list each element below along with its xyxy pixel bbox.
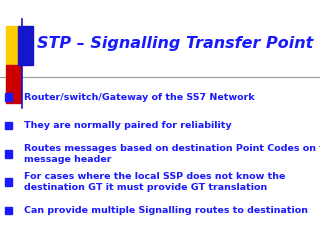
Bar bbox=[6, 26, 21, 65]
Text: Can provide multiple Signalling routes to destination: Can provide multiple Signalling routes t… bbox=[24, 206, 308, 215]
Text: For cases where the local SSP does not know the
destination GT it must provide G: For cases where the local SSP does not k… bbox=[24, 172, 285, 192]
Text: Routes messages based on destination Point Codes on the
message header: Routes messages based on destination Poi… bbox=[24, 144, 320, 164]
Bar bbox=[18, 26, 33, 65]
Bar bbox=[5, 178, 12, 186]
Text: Router/switch/Gateway of the SS7 Network: Router/switch/Gateway of the SS7 Network bbox=[24, 93, 255, 102]
Text: STP – Signalling Transfer Point: STP – Signalling Transfer Point bbox=[37, 36, 313, 51]
Bar bbox=[5, 206, 12, 215]
Bar bbox=[5, 122, 12, 130]
Bar bbox=[5, 150, 12, 158]
Bar bbox=[6, 65, 21, 103]
Bar bbox=[5, 93, 12, 101]
Text: They are normally paired for reliability: They are normally paired for reliability bbox=[24, 121, 232, 130]
